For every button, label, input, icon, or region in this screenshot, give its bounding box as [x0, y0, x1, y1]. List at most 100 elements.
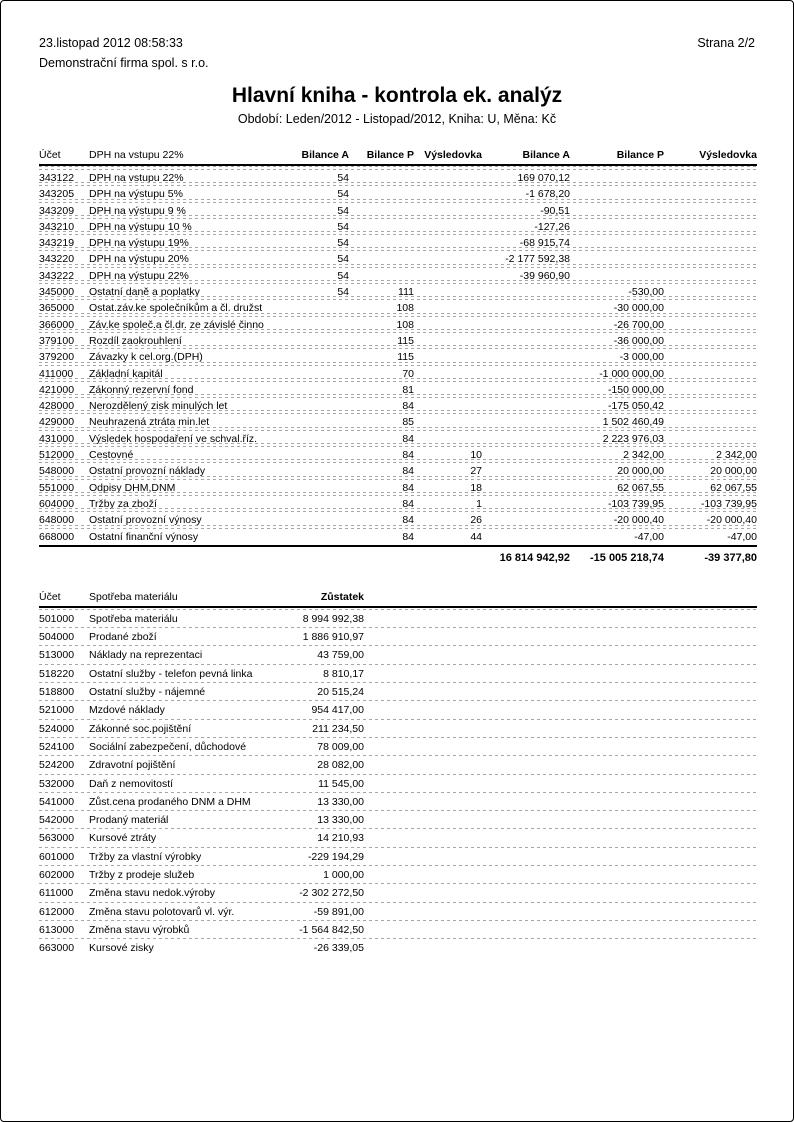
account-name-cell: DPH na vstupu 22% — [89, 172, 184, 184]
table-row: 663000 Kursové zisky -26 339,05 — [39, 939, 757, 957]
bilance-p-value-cell — [570, 268, 664, 284]
bilance-p-value-cell: 2 223 976,03 — [602, 432, 664, 445]
filler-cell — [364, 775, 757, 793]
bilance-p-value-cell — [570, 170, 664, 186]
account-number-cell: 611000 — [39, 887, 74, 900]
bilance-p-ref-cell: 84 — [402, 514, 414, 527]
filler-cell — [364, 646, 757, 664]
bilance-a-value-cell: -39 960,90 — [519, 269, 570, 282]
account-name-cell: Náklady na reprezentaci — [89, 649, 203, 662]
vysledovka-value-cell — [664, 219, 757, 235]
vysledovka-value-cell — [664, 431, 757, 447]
table-row: 343220 DPH na výstupu 20% 54 -2 177 592,38 — [39, 251, 757, 269]
bilance-p-ref-cell — [349, 219, 414, 235]
filler-cell — [364, 720, 757, 738]
bilance-a-ref-cell — [279, 366, 349, 382]
accounts-table-body: 343122 DPH na vstupu 22% 54 169 070,12 34320… — [39, 170, 757, 545]
total-account-number-cell — [39, 547, 89, 569]
bilance-p-ref-cell — [349, 251, 414, 267]
total-vysledovka-value-cell: -39 377,80 — [704, 551, 757, 564]
filler-cell — [364, 921, 757, 939]
vysledovka-ref-cell — [414, 349, 482, 365]
total-bilance-p-ref-cell — [349, 547, 414, 569]
bilance-a-value-cell: -1 678,20 — [525, 188, 570, 201]
vysledovka-ref-cell — [414, 268, 482, 284]
bilance-p-ref-cell-header: Bilance P — [366, 149, 414, 161]
account-name-cell: Změna stavu výrobků — [89, 923, 190, 936]
vysledovka-ref-cell: 18 — [470, 481, 482, 494]
table-row: 343219 DPH na výstupu 19% 54 -68 915,74 — [39, 235, 757, 252]
account-number-cell: 604000 — [39, 497, 75, 510]
bilance-a-ref-cell — [279, 349, 349, 365]
table-row: 613000 Změna stavu výrobků -1 564 842,50 — [39, 921, 757, 940]
bilance-p-ref-cell: 84 — [402, 481, 414, 494]
account-number-cell: 429000 — [39, 416, 75, 429]
vysledovka-ref-cell — [414, 219, 482, 235]
bilance-p-ref-cell — [349, 268, 414, 284]
account-name-cell: Závazky k cel.org.(DPH) — [89, 351, 203, 364]
bilance-p-value-cell: -175 050,42 — [607, 400, 664, 413]
account-number-cell: 563000 — [39, 832, 75, 845]
account-number-cell: 542000 — [39, 814, 75, 827]
account-number-cell: 602000 — [39, 868, 75, 881]
table-row: 429000 Neuhrazená ztráta min.let 85 1 502 4… — [39, 414, 757, 432]
bilance-a-value-cell — [482, 284, 570, 300]
bilance-a-value-cell: -90,51 — [540, 204, 570, 217]
account-number-cell: 524100 — [39, 740, 75, 753]
vysledovka-ref-cell: 1 — [476, 497, 482, 510]
bilance-a-value-cell — [482, 398, 570, 414]
bilance-p-ref-cell: 84 — [402, 465, 414, 478]
bilance-a-ref-cell — [279, 496, 349, 512]
balance-table-header: Účet Spotřeba materiálu Zůstatek — [39, 583, 757, 608]
bilance-a-value-cell: -68 915,74 — [519, 237, 570, 250]
account-number-cell: 501000 — [39, 612, 75, 625]
table-row: 513000 Náklady na reprezentaci 43 759,00 — [39, 646, 757, 666]
filler-cell — [364, 884, 757, 902]
account-name-cell: DPH na výstupu 5% — [89, 188, 183, 201]
account-number-cell: 648000 — [39, 514, 75, 527]
total-bilance-a-ref-cell — [279, 547, 349, 569]
accounts-analysis-table: Účet DPH na vstupu 22% Bilance A Bilance P V… — [39, 141, 757, 569]
account-number-cell: 421000 — [39, 383, 75, 396]
account-name-cell: Tržby z prodeje služeb — [89, 868, 195, 881]
balance-value-cell: 1 886 910,97 — [302, 631, 364, 644]
account-name-cell: Ostat.záv.ke společníkům a čl. družst — [89, 302, 263, 315]
balance-value-cell: -26 339,05 — [313, 942, 364, 955]
bilance-a-ref-cell: 54 — [337, 237, 349, 250]
bilance-p-value-cell: -26 700,00 — [613, 318, 664, 331]
account-number-cell: 663000 — [39, 942, 75, 955]
vysledovka-ref-cell-header: Výsledovka — [424, 149, 482, 161]
materials-balance-table: Účet Spotřeba materiálu Zůstatek 501000 Spo… — [39, 583, 757, 958]
bilance-a-ref-cell — [279, 414, 349, 430]
account-number-cell: 601000 — [39, 850, 75, 863]
vysledovka-ref-cell — [414, 382, 482, 398]
bilance-p-ref-cell — [349, 203, 414, 219]
bilance-a-value-cell — [482, 414, 570, 430]
vysledovka-value-cell: 2 342,00 — [716, 449, 757, 462]
bilance-p-ref-cell: 85 — [402, 416, 414, 429]
table-row: 365000 Ostat.záv.ke společníkům a čl. dru… — [39, 300, 757, 317]
account-name-cell: Změna stavu nedok.výroby — [89, 887, 216, 900]
bilance-p-ref-cell: 111 — [398, 286, 414, 299]
account-number-cell: 431000 — [39, 432, 75, 445]
bilance-p-ref-cell: 84 — [402, 400, 414, 413]
account-number-cell: 541000 — [39, 795, 75, 808]
bilance-a-ref-cell: 54 — [337, 204, 349, 217]
table-row: 343209 DPH na výstupu 9 % 54 -90,51 — [39, 203, 757, 220]
bilance-p-value-cell: -47,00 — [634, 530, 664, 543]
vysledovka-value-cell: 20 000,00 — [710, 465, 757, 478]
report-datetime: 23.listopad 2012 08:58:33 — [39, 36, 183, 50]
table-row: 604000 Tržby za zboží 84 1 -103 739,95 -103 7… — [39, 496, 757, 513]
separator — [39, 607, 757, 610]
bilance-p-ref-cell — [349, 235, 414, 251]
bilance-a-value-cell: -127,26 — [534, 220, 570, 233]
bilance-a-value-cell — [482, 512, 570, 528]
vysledovka-value-cell — [664, 366, 757, 382]
bilance-a-value-cell — [482, 300, 570, 316]
account-number-cell-header: Účet — [39, 590, 61, 603]
table-row: 345000 Ostatní daně a poplatky 54 111 -530,0… — [39, 284, 757, 301]
table-row: 518800 Ostatní služby - nájemné 20 515,24 — [39, 683, 757, 702]
vysledovka-ref-cell: 26 — [470, 514, 482, 527]
table-row: 501000 Spotřeba materiálu 8 994 992,38 — [39, 610, 757, 629]
bilance-p-value-cell: 20 000,00 — [617, 465, 664, 478]
